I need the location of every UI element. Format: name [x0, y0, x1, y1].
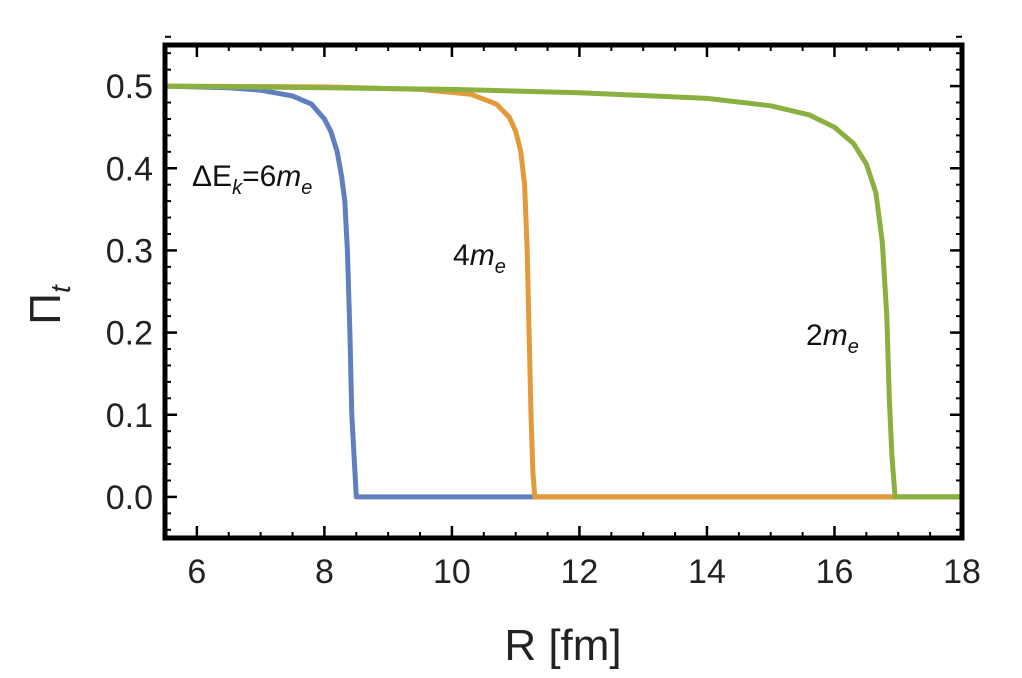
series-label-6me-prefix: ΔE — [192, 160, 232, 193]
y-tick-label: 0.4 — [106, 150, 153, 188]
series-label-2me-mass: m — [823, 319, 848, 352]
series-line-4me — [162, 83, 965, 500]
series-label-4me-mass: m — [470, 239, 495, 272]
y-tick-label: 0.2 — [106, 315, 153, 353]
major-ticks — [165, 45, 964, 538]
series-layer — [162, 83, 965, 500]
y-tick-label: 0.1 — [106, 397, 153, 435]
series-line-2me — [162, 83, 965, 500]
series-label-4me-mass-sub: e — [495, 256, 506, 278]
series-label-6me-mass-sub: e — [301, 177, 312, 199]
x-tick-label: 12 — [561, 553, 599, 591]
series-label-4me: 4me — [453, 239, 506, 278]
y-tick-label: 0.5 — [106, 68, 153, 106]
y-tick-label: 0.3 — [106, 232, 153, 270]
y-axis-label-main: Π — [21, 293, 70, 325]
series-label-2me-mass-sub: e — [848, 336, 859, 358]
series-label-2me-mid: 2 — [806, 319, 823, 352]
series-label-6me-mid: =6 — [242, 160, 276, 193]
y-axis-label: Πt — [21, 284, 76, 325]
series-label-2me: 2me — [806, 319, 859, 358]
x-tick-label: 18 — [943, 553, 981, 591]
x-tick-label: 16 — [816, 553, 854, 591]
x-tick-label: 8 — [315, 553, 334, 591]
series-label-6me-mass: m — [276, 160, 301, 193]
plot-frame — [162, 42, 965, 541]
minor-ticks — [164, 35, 962, 538]
series-line-6me — [162, 83, 965, 500]
series-label-6me: ΔEk=6me — [192, 160, 312, 199]
x-axis-label: R [fm] — [504, 621, 621, 670]
x-tick-label: 14 — [688, 553, 726, 591]
series-label-6me-prefix-sub: k — [232, 177, 243, 199]
y-axis-label-sub: t — [45, 284, 76, 293]
tick-labels: 6 8 10 12 14 16 18 0.0 0.1 0.2 0.3 0.4 0.5 — [106, 68, 981, 591]
y-tick-label: 0.0 — [106, 479, 153, 517]
series-label-4me-mid: 4 — [453, 239, 470, 272]
x-tick-label: 6 — [187, 553, 206, 591]
x-tick-label: 10 — [433, 553, 471, 591]
